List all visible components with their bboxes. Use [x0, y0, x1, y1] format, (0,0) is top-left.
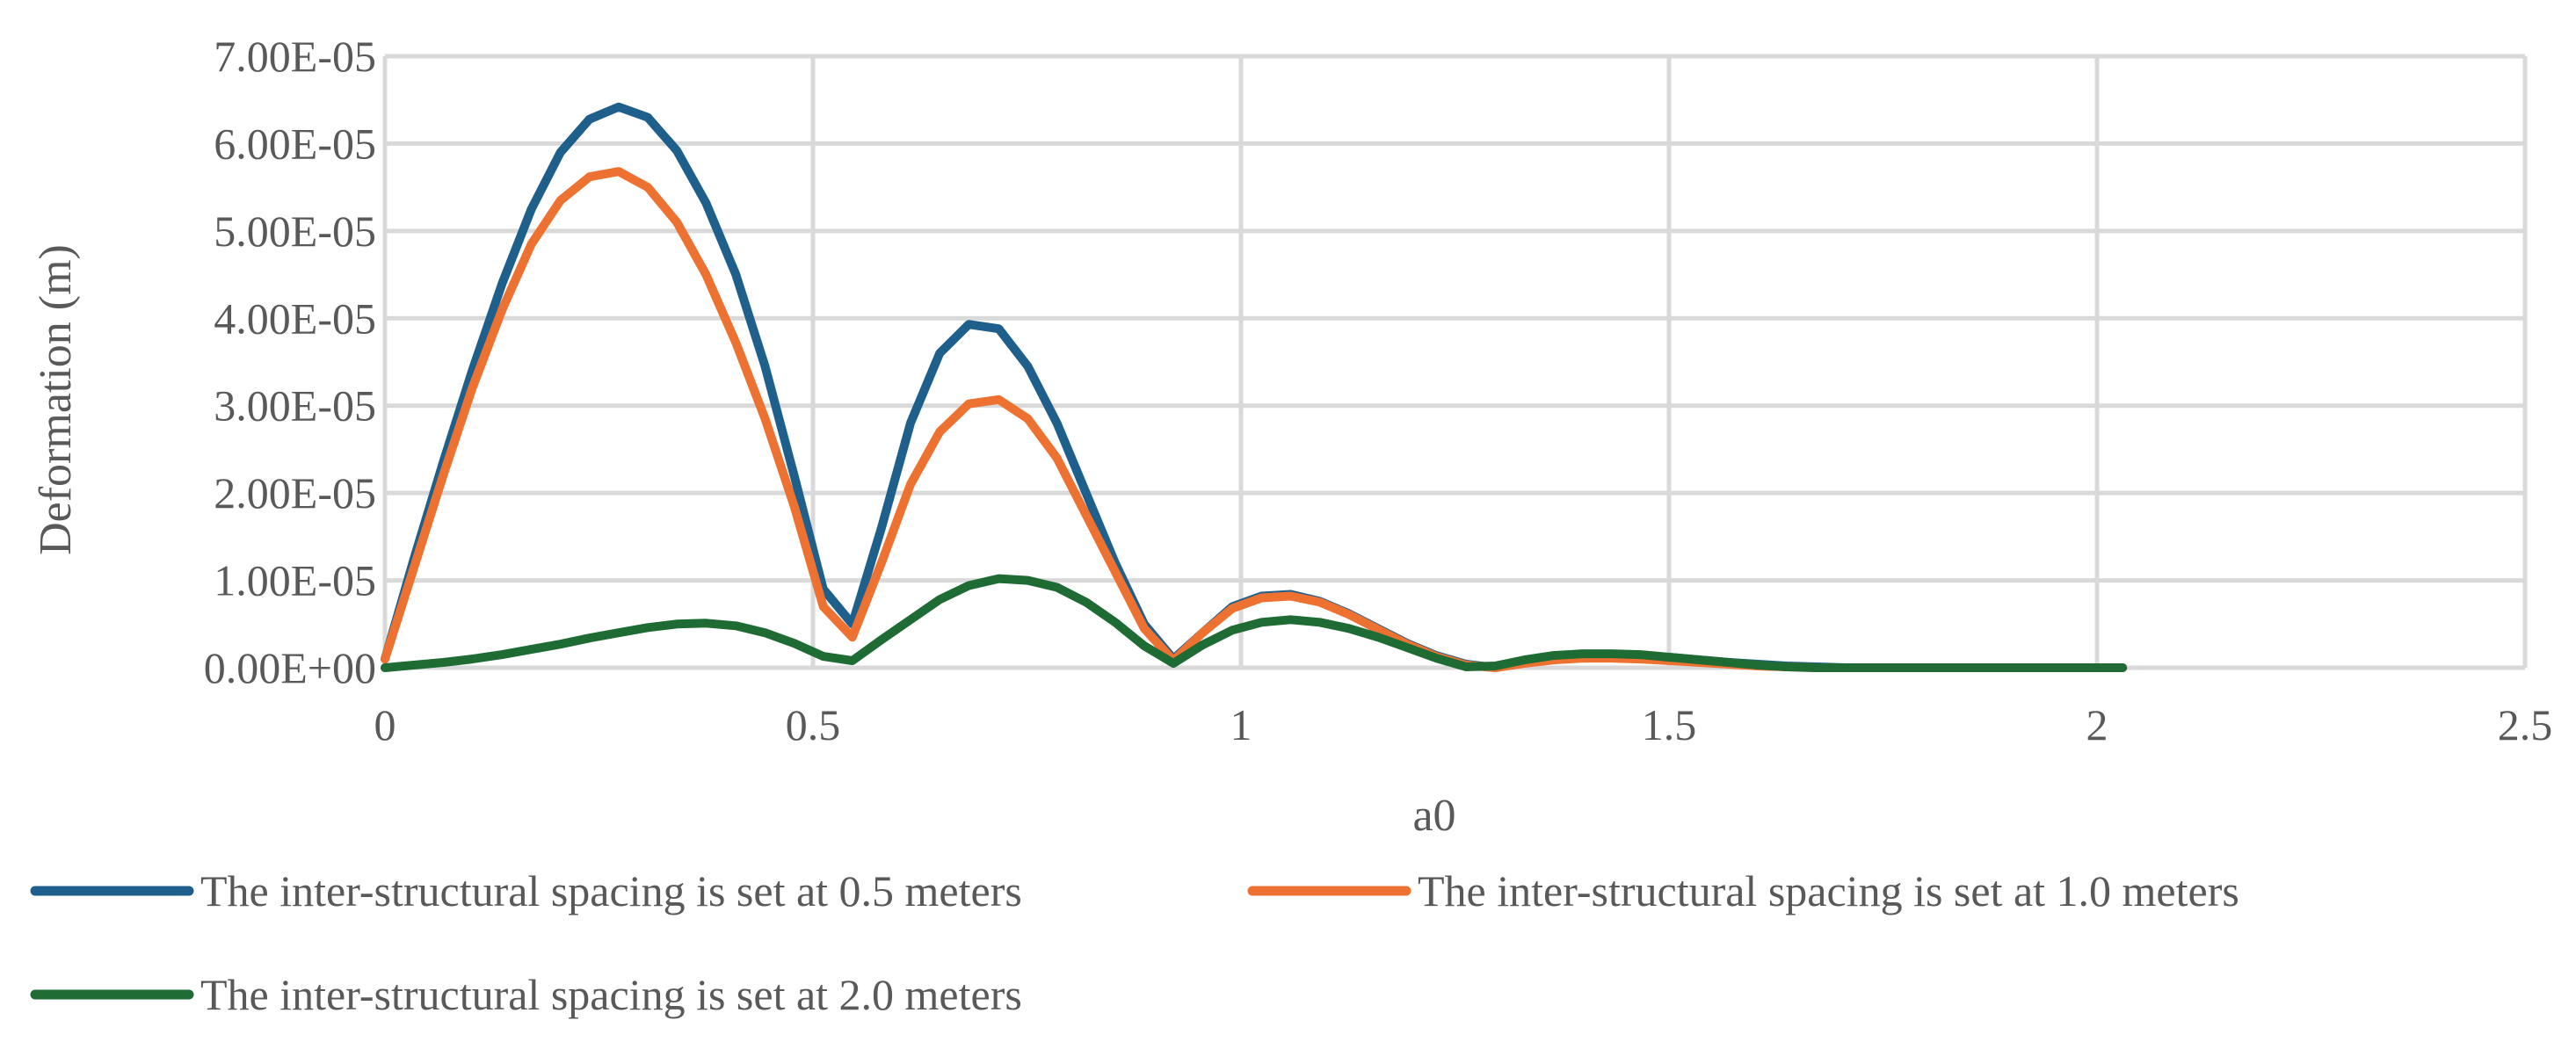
- y-tick-label: 2.00E-05: [214, 468, 376, 517]
- legend: The inter-structural spacing is set at 0…: [30, 866, 2239, 1019]
- y-tick-label: 6.00E-05: [214, 119, 376, 168]
- gridlines: [382, 54, 2528, 670]
- legend-label-2: The inter-structural spacing is set at 1…: [1418, 866, 2239, 915]
- y-tick-label: 0.00E+00: [204, 643, 376, 692]
- y-tick-label: 1.00E-05: [214, 556, 376, 605]
- x-tick-label: 2: [2086, 700, 2108, 749]
- x-tick-label: 1.5: [1642, 700, 1697, 749]
- legend-label-1: The inter-structural spacing is set at 0…: [200, 866, 1022, 915]
- x-tick-label: 1: [1230, 700, 1252, 749]
- x-tick-label: 0: [374, 700, 396, 749]
- y-tick-label: 3.00E-05: [214, 381, 376, 431]
- y-tick-label: 7.00E-05: [214, 32, 376, 81]
- y-tick-label: 4.00E-05: [214, 293, 376, 343]
- legend-label-3: The inter-structural spacing is set at 2…: [200, 970, 1022, 1019]
- series-line-3: [381, 574, 2128, 672]
- series-line-2: [381, 167, 2128, 672]
- y-axis-tick-labels: 0.00E+00 1.00E-05 2.00E-05 3.00E-05 4.00E-05…: [204, 32, 376, 692]
- series-lines: [381, 102, 2128, 672]
- x-axis-title: a0: [1412, 791, 1455, 841]
- y-tick-label: 5.00E-05: [214, 206, 376, 256]
- x-axis-tick-labels: 0 0.5 1 1.5 2 2.5: [374, 700, 2553, 749]
- x-tick-label: 0.5: [786, 700, 841, 749]
- x-tick-label: 2.5: [2498, 700, 2553, 749]
- y-axis-title: Deformation (m): [31, 244, 81, 555]
